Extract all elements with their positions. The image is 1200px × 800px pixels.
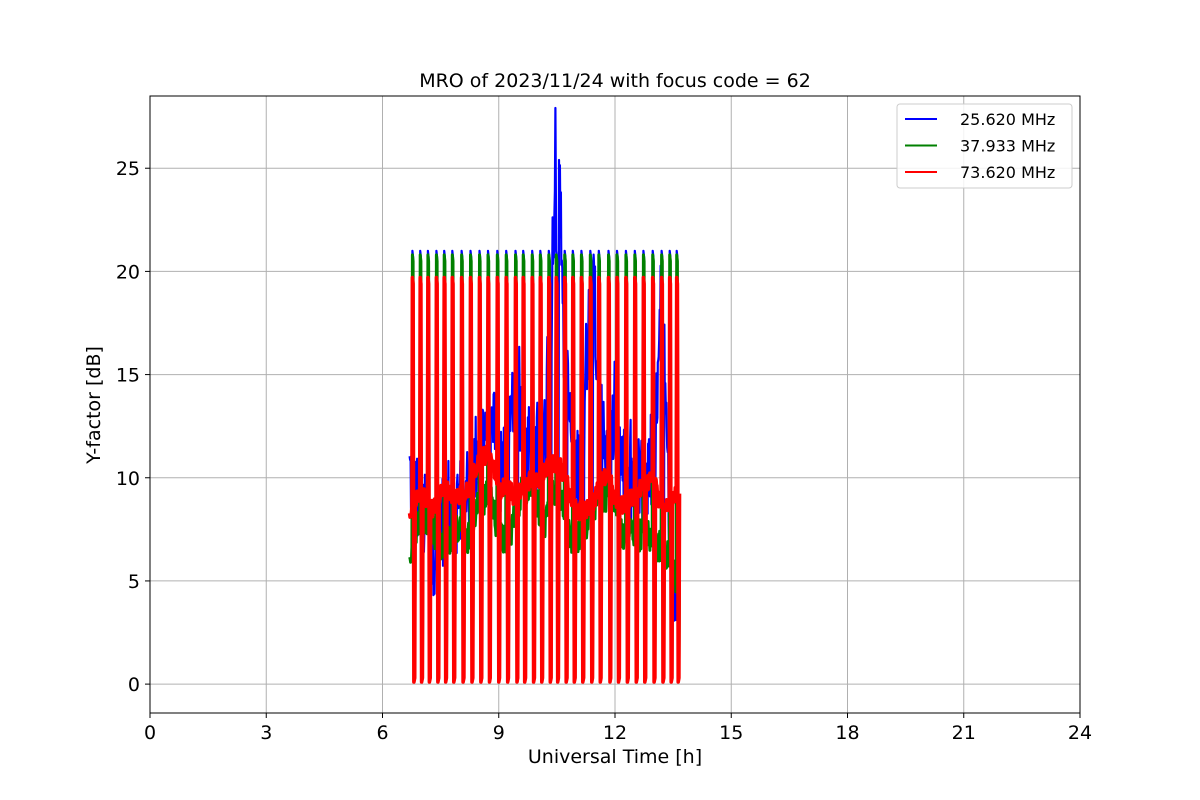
x-tick-label: 6 (376, 722, 388, 744)
y-tick-label: 5 (128, 571, 140, 593)
y-tick-label: 0 (128, 674, 140, 696)
x-tick-label: 15 (719, 722, 743, 744)
x-axis-label: Universal Time [h] (528, 746, 702, 768)
x-tick-label: 21 (952, 722, 976, 744)
x-tick-label: 24 (1068, 722, 1092, 744)
chart-title: MRO of 2023/11/24 with focus code = 62 (419, 70, 811, 92)
y-tick-label: 25 (116, 158, 140, 180)
x-tick-label: 12 (603, 722, 627, 744)
x-tick-label: 3 (260, 722, 272, 744)
legend-label-2: 37.933 MHz (960, 137, 1055, 156)
y-tick-label: 10 (116, 468, 140, 490)
data-layer (407, 106, 682, 684)
x-tick-label: 9 (493, 722, 505, 744)
legend-label-3: 73.620 MHz (960, 163, 1055, 182)
y-tick-label: 20 (116, 261, 140, 283)
ticks: 0 3 6 9 12 15 18 21 24 0 5 10 15 20 25 (116, 158, 1092, 744)
y-axis-label: Y-factor [dB] (83, 346, 105, 465)
legend-label-1: 25.620 MHz (960, 110, 1055, 129)
x-tick-label: 0 (144, 722, 156, 744)
legend-box (896, 103, 1073, 189)
x-tick-label: 18 (835, 722, 859, 744)
series-line-3 (407, 275, 682, 684)
y-tick-label: 15 (116, 365, 140, 387)
legend: 25.620 MHz 37.933 MHz 73.620 MHz (896, 103, 1073, 189)
